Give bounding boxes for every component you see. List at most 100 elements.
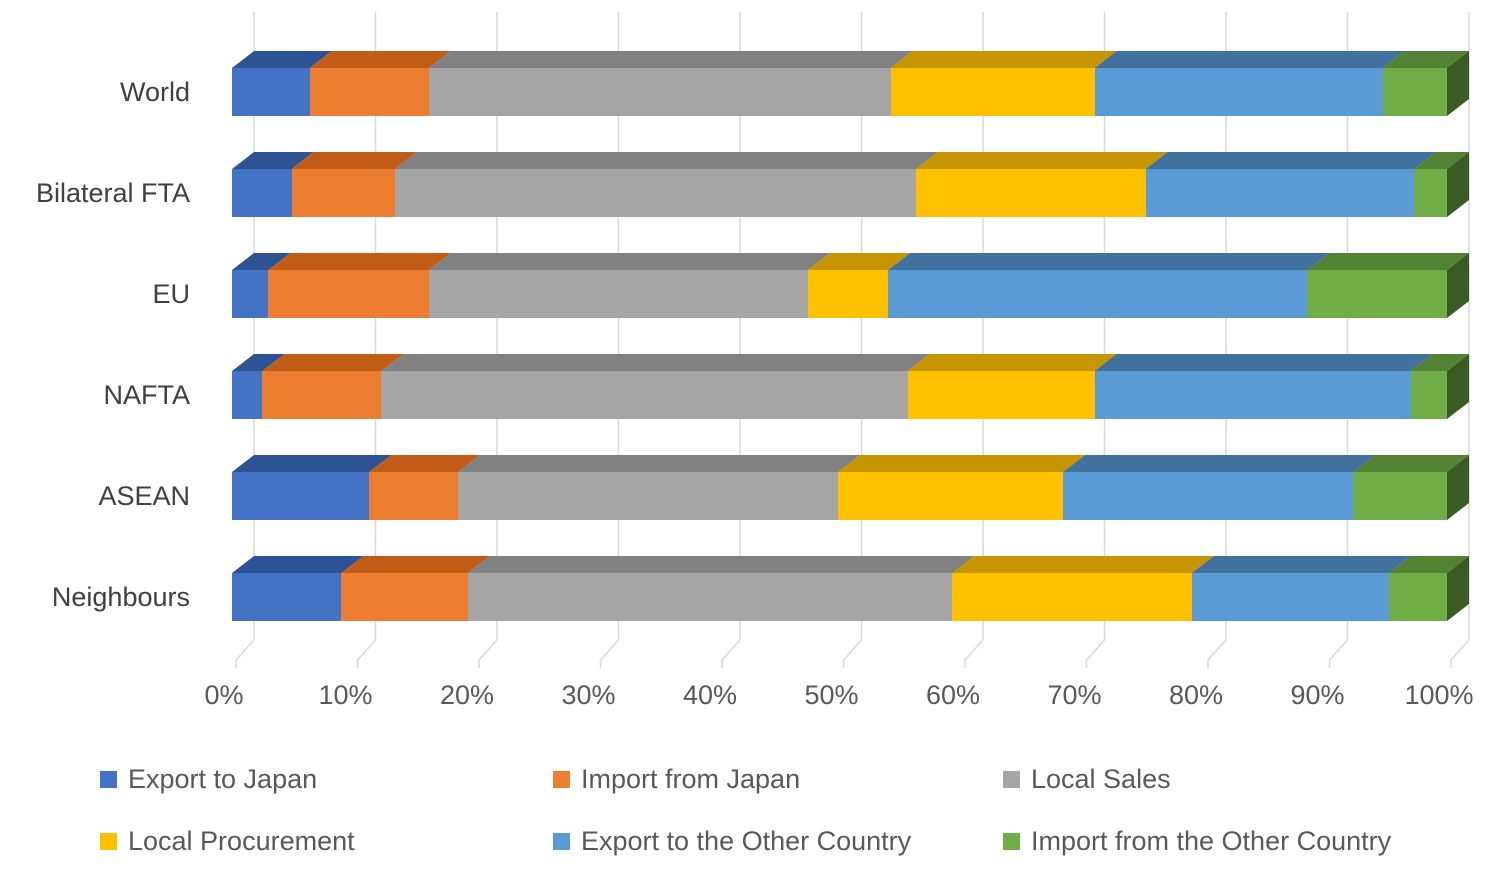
bar-segment [952, 573, 1192, 621]
bar-segment-top-face [262, 354, 404, 371]
legend-item-import-from-other-country: Import from the Other Country [1003, 826, 1391, 857]
legend-swatch-local-sales [1003, 771, 1020, 788]
bar-segment [888, 270, 1308, 318]
bar-segment-top-face [232, 556, 364, 573]
bar-segment [838, 472, 1064, 520]
bar-segment-top-face [890, 51, 1117, 68]
bar-end-side-face [1447, 354, 1469, 419]
x-axis-tick-label: 30% [561, 680, 616, 710]
bar-segment [428, 68, 891, 116]
bar-segment-top-face [381, 354, 930, 371]
legend-swatch-import-from-japan [553, 771, 570, 788]
legend-swatch-export-to-japan [100, 771, 117, 788]
bar-segment [890, 68, 1095, 116]
bar-segment-top-face [341, 556, 490, 573]
category-label: Bilateral FTA [35, 178, 190, 208]
bar-end-side-face [1447, 556, 1469, 621]
bar-segment-top-face [268, 253, 451, 270]
bar-segment [428, 270, 808, 318]
bar-segment-top-face [232, 152, 314, 169]
bar-segment-top-face [1388, 556, 1469, 573]
bar-segment [1410, 371, 1447, 419]
bar-segment [232, 270, 269, 318]
x-axis-tick-label: 20% [439, 680, 495, 710]
bar-segment [1353, 472, 1447, 520]
bar-segment [1191, 573, 1389, 621]
legend-swatch-export-to-other-country [553, 833, 570, 850]
bar-segment [457, 472, 839, 520]
bar-segment [232, 68, 310, 116]
legend-item-import-from-japan: Import from Japan [553, 764, 800, 795]
bar-segment [1388, 573, 1447, 621]
bar-segment-top-face [369, 455, 480, 472]
bar-segment [1145, 169, 1415, 217]
bar-segment [309, 68, 429, 116]
bar-end-side-face [1447, 455, 1469, 520]
legend-item-export-to-other-country: Export to the Other Country [553, 826, 911, 857]
bar-segment-top-face [907, 354, 1117, 371]
legend-item-local-sales: Local Sales [1003, 764, 1171, 795]
category-label: World [119, 77, 190, 107]
bar-segment [232, 169, 292, 217]
legend-label: Import from the Other Country [1031, 826, 1392, 856]
bar-end-side-face [1447, 152, 1469, 217]
bar-segment-top-face [1353, 455, 1469, 472]
bar-segment [467, 573, 953, 621]
legend-label: Local Procurement [128, 826, 355, 856]
bar-segment [232, 573, 342, 621]
bar-segment [1063, 472, 1354, 520]
bar-segment-top-face [1191, 556, 1411, 573]
x-axis-tick-label: 50% [804, 680, 859, 710]
bar-segment [1094, 68, 1383, 116]
bar-segment-top-face [394, 152, 939, 169]
bar-segment-top-face [428, 51, 913, 68]
bar-segment-top-face [1307, 253, 1469, 270]
bar-segment-top-face [807, 253, 911, 270]
bar-segment-top-face [457, 455, 861, 472]
legend-swatch-import-from-other-country [1003, 833, 1020, 850]
legend-swatch-local-procurement [100, 833, 117, 850]
x-axis-tick-label: 80% [1168, 680, 1224, 710]
legend-label: Export to the Other Country [581, 826, 912, 856]
bar-segment [1382, 68, 1447, 116]
category-label: EU [152, 279, 190, 309]
bar-segment [381, 371, 908, 419]
bar-segment [369, 472, 458, 520]
bar-segment [394, 169, 917, 217]
bar-segment [916, 169, 1146, 217]
x-axis-tick-label: 70% [1047, 680, 1102, 710]
bar-segment [1414, 169, 1447, 217]
bar-segment [807, 270, 889, 318]
bar-segment-top-face [428, 253, 830, 270]
bar-segment-top-face [309, 51, 451, 68]
bar-segment [262, 371, 382, 419]
bar-segment-top-face [1094, 354, 1433, 371]
x-axis-tick-label: 0% [204, 680, 244, 710]
bar-segment-top-face [291, 152, 417, 169]
legend-label: Import from Japan [581, 764, 801, 794]
bar-segment [232, 371, 263, 419]
bar-segment-top-face [888, 253, 1330, 270]
bar-segment-top-face [467, 556, 975, 573]
x-axis-tick-label: 100% [1404, 680, 1474, 710]
x-axis-tick-label: 90% [1290, 680, 1345, 710]
bar-segment-top-face [1063, 455, 1376, 472]
bar-segment [268, 270, 429, 318]
bar-segment-top-face [1382, 51, 1469, 68]
bar-segment [232, 472, 370, 520]
bar-end-side-face [1447, 253, 1469, 318]
bar-segment-top-face [1145, 152, 1436, 169]
bar-segment [1307, 270, 1447, 318]
category-label: Neighbours [51, 582, 190, 612]
bar-segment-top-face [952, 556, 1214, 573]
x-axis-tick-label: 60% [925, 680, 981, 710]
category-label: ASEAN [98, 481, 190, 511]
legend-label: Local Sales [1031, 764, 1171, 794]
bar-segment-top-face [232, 51, 332, 68]
bar-segment-top-face [1094, 51, 1405, 68]
legend-label: Export to Japan [128, 764, 318, 794]
bar-segment-top-face [232, 455, 392, 472]
bar-end-side-face [1447, 51, 1469, 116]
